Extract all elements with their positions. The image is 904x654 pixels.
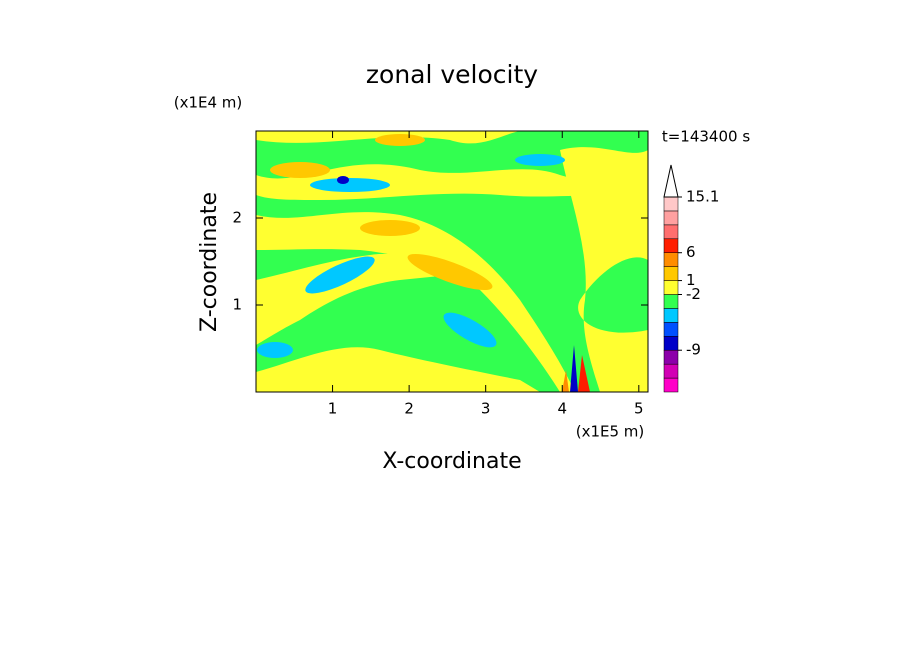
x-axis-label: X-coordinate xyxy=(382,449,521,474)
field-patch xyxy=(337,176,349,184)
colorbar-segment xyxy=(663,336,679,351)
field-patch xyxy=(257,342,293,358)
x-tick-label: 3 xyxy=(481,400,491,418)
x-tick-label: 2 xyxy=(404,400,414,418)
field-patch xyxy=(562,370,569,392)
colorbar-segment xyxy=(663,294,679,309)
field-patch xyxy=(360,220,420,236)
field-patch xyxy=(256,212,575,392)
field-patch xyxy=(256,347,540,392)
y-tick-label: 2 xyxy=(232,209,242,227)
colorbar-tick-label: -9 xyxy=(686,341,701,359)
colorbar-tick-label: 15.1 xyxy=(686,188,719,206)
field-patch xyxy=(578,355,590,392)
plot-frame xyxy=(255,130,649,393)
field-patch xyxy=(310,178,390,192)
colorbar-segment xyxy=(663,363,679,379)
field-patch xyxy=(270,162,330,178)
colorbar-segment xyxy=(663,349,679,365)
colorbar-segment xyxy=(663,308,679,323)
y-tick-label: 1 xyxy=(232,296,242,314)
x-tick-label: 4 xyxy=(557,400,567,418)
colorbar-segment xyxy=(663,224,679,240)
field-patch xyxy=(443,312,497,348)
colorbar-extension xyxy=(663,164,679,198)
y-unit: (x1E4 m) xyxy=(174,94,243,112)
field-patch xyxy=(407,253,493,291)
colorbar-segment xyxy=(663,210,679,226)
colorbar-segment xyxy=(663,322,679,337)
field-patch xyxy=(570,345,578,392)
colorbar-segment xyxy=(663,238,679,253)
colorbar-segment xyxy=(663,196,679,212)
field-patch xyxy=(515,154,565,166)
chart-title: zonal velocity xyxy=(366,60,538,89)
field-patch xyxy=(256,253,450,345)
x-tick-label: 1 xyxy=(328,400,338,418)
contour-field xyxy=(256,131,648,392)
colorbar-segment xyxy=(663,252,679,267)
field-patch xyxy=(305,256,375,294)
colorbar-segment xyxy=(663,377,679,393)
x-unit: (x1E5 m) xyxy=(576,423,645,441)
colorbar-tick-label: 6 xyxy=(686,243,696,261)
colorbar-segment xyxy=(663,266,679,281)
field-patch xyxy=(375,134,425,146)
x-tick-label: 5 xyxy=(634,400,644,418)
colorbar-segment xyxy=(663,280,679,295)
field-patch xyxy=(560,147,648,392)
y-axis-label: Z-coordinate xyxy=(197,192,222,332)
colorbar-tick-label: -2 xyxy=(686,285,701,303)
time-annotation: t=143400 s xyxy=(662,128,750,146)
colorbar-tick-label: 1 xyxy=(686,271,696,289)
